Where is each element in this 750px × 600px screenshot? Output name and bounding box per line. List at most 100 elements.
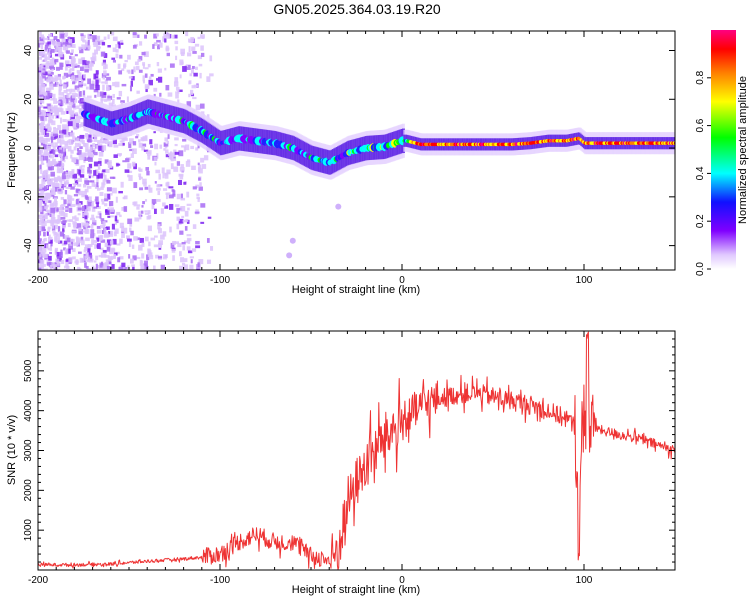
noise-speck bbox=[157, 76, 163, 83]
noise-speck bbox=[78, 58, 83, 64]
noise-speck bbox=[98, 145, 103, 151]
noise-speck bbox=[108, 143, 113, 148]
noise-speck bbox=[116, 97, 121, 100]
noise-speck bbox=[58, 89, 62, 96]
noise-speck bbox=[73, 178, 77, 181]
noise-speck bbox=[62, 42, 66, 45]
noise-speck bbox=[38, 94, 41, 101]
noise-speck bbox=[142, 201, 145, 205]
noise-speck bbox=[42, 144, 47, 150]
noise-speck bbox=[147, 63, 151, 68]
noise-speck bbox=[104, 198, 109, 202]
noise-speck bbox=[186, 203, 192, 206]
noise-speck bbox=[54, 108, 59, 115]
y-tick-label: 5000 bbox=[23, 359, 34, 382]
snr-background bbox=[38, 331, 675, 570]
noise-speck bbox=[143, 263, 148, 270]
noise-speck bbox=[153, 244, 159, 248]
noise-speck bbox=[138, 139, 141, 143]
noise-speck bbox=[207, 216, 212, 219]
noise-speck bbox=[63, 247, 66, 251]
noise-speck bbox=[79, 47, 84, 54]
noise-speck bbox=[103, 138, 108, 141]
noise-speck bbox=[43, 92, 48, 98]
noise-speck bbox=[105, 244, 111, 248]
noise-speck bbox=[38, 230, 42, 236]
noise-speck bbox=[43, 128, 48, 132]
noise-speck bbox=[146, 254, 150, 261]
noise-speck bbox=[106, 193, 111, 200]
noise-speck bbox=[129, 85, 133, 92]
noise-speck bbox=[43, 71, 48, 76]
noise-speck bbox=[162, 188, 168, 191]
noise-speck bbox=[66, 81, 69, 87]
noise-speck bbox=[66, 99, 69, 104]
noise-speck bbox=[128, 241, 132, 248]
noise-speck bbox=[190, 36, 195, 42]
noise-speck bbox=[165, 149, 169, 154]
noise-speck bbox=[91, 219, 97, 223]
noise-speck bbox=[125, 268, 129, 270]
noise-speck bbox=[186, 237, 192, 242]
noise-speck bbox=[137, 204, 141, 207]
noise-speck bbox=[198, 168, 203, 174]
noise-speck bbox=[200, 52, 205, 57]
noise-speck bbox=[110, 247, 115, 251]
noise-speck bbox=[93, 161, 99, 167]
noise-speck bbox=[80, 33, 84, 37]
noise-speck bbox=[107, 207, 110, 211]
noise-speck bbox=[206, 238, 210, 243]
noise-speck bbox=[43, 37, 49, 41]
noise-speck bbox=[121, 83, 127, 87]
noise-speck bbox=[46, 145, 52, 151]
noise-speck bbox=[195, 240, 200, 245]
noise-speck bbox=[195, 104, 201, 111]
noise-speck bbox=[176, 161, 181, 166]
noise-speck bbox=[45, 95, 50, 100]
noise-speck bbox=[138, 176, 142, 181]
noise-speck bbox=[115, 53, 119, 59]
noise-speck bbox=[190, 259, 193, 264]
noise-speck bbox=[54, 220, 58, 224]
noise-speck bbox=[87, 200, 92, 207]
noise-speck bbox=[44, 253, 48, 259]
noise-speck bbox=[128, 254, 131, 259]
y-tick-label: 4000 bbox=[23, 399, 34, 422]
noise-speck bbox=[79, 269, 83, 270]
noise-speck bbox=[41, 148, 44, 154]
noise-speck bbox=[174, 34, 178, 39]
noise-speck bbox=[142, 62, 146, 66]
noise-speck bbox=[59, 79, 62, 86]
noise-speck bbox=[60, 111, 66, 115]
noise-speck bbox=[98, 267, 103, 270]
noise-speck bbox=[41, 172, 46, 178]
noise-speck bbox=[112, 176, 116, 179]
noise-speck bbox=[92, 151, 98, 156]
noise-speck bbox=[137, 34, 140, 38]
noise-speck bbox=[182, 66, 187, 72]
noise-speck bbox=[96, 225, 101, 229]
noise-speck bbox=[140, 210, 144, 214]
noise-speck bbox=[112, 93, 115, 98]
noise-speck bbox=[186, 246, 191, 251]
noise-speck bbox=[182, 245, 186, 251]
noise-speck bbox=[138, 142, 143, 148]
noise-speck bbox=[51, 142, 54, 147]
noise-speck bbox=[57, 240, 63, 244]
noise-speck bbox=[138, 244, 143, 251]
noise-speck bbox=[53, 36, 58, 40]
noise-speck bbox=[89, 83, 95, 90]
noise-speck bbox=[105, 73, 110, 76]
x-tick-label: -200 bbox=[28, 575, 48, 586]
noise-speck bbox=[58, 130, 64, 134]
noise-speck bbox=[65, 65, 68, 71]
noise-speck bbox=[155, 254, 159, 259]
noise-speck bbox=[68, 268, 74, 270]
noise-speck bbox=[206, 76, 211, 82]
noise-speck bbox=[38, 145, 41, 149]
noise-speck bbox=[95, 70, 99, 75]
noise-speck bbox=[98, 151, 104, 157]
noise-speck bbox=[114, 81, 120, 88]
noise-speck bbox=[69, 171, 74, 175]
noise-speck bbox=[164, 205, 169, 209]
